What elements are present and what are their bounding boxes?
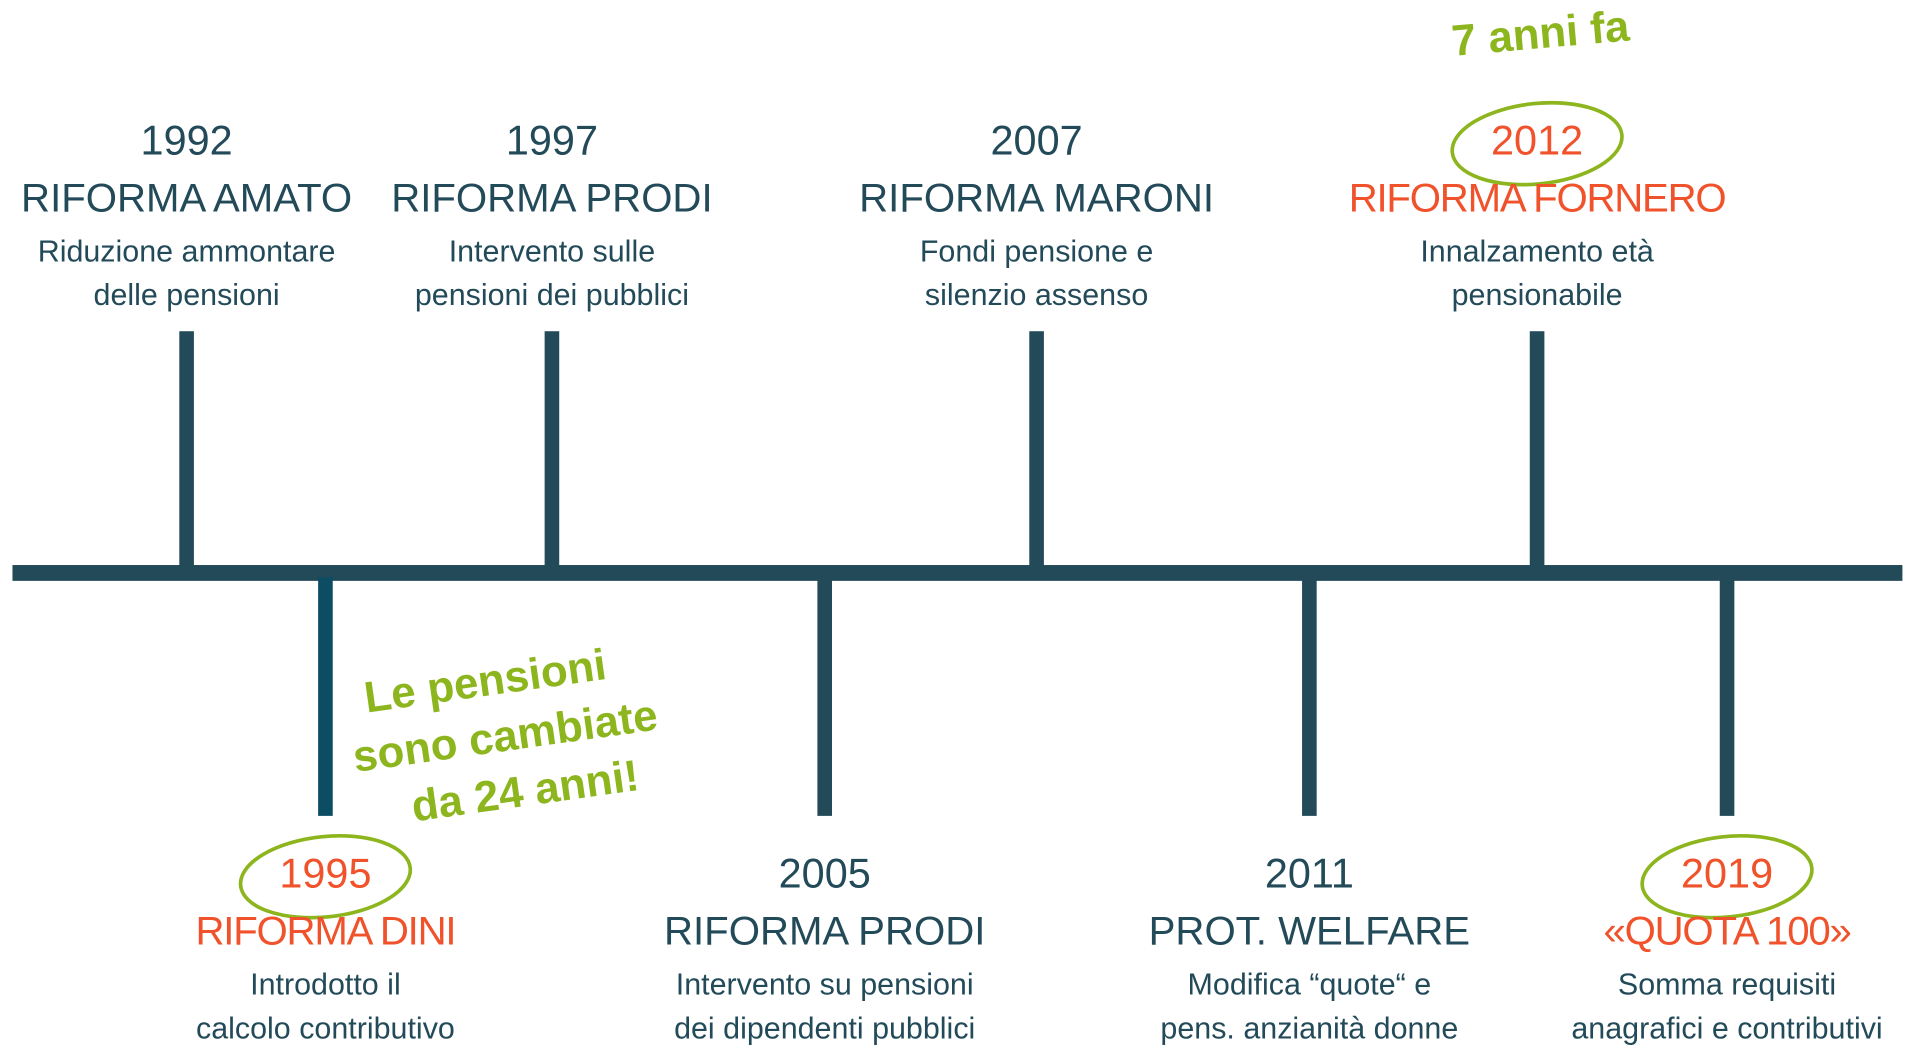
event-description: Riduzione ammontare [38, 234, 336, 268]
event-stem [318, 577, 333, 816]
highlight-circle [1640, 834, 1814, 920]
event-description: Innalzamento età [1420, 234, 1654, 268]
event-stem [1029, 331, 1044, 573]
event-description: Introdotto il [250, 967, 401, 1001]
event-year: 2012 [1491, 118, 1583, 164]
event-description: anagrafici e contributivi [1571, 1011, 1882, 1045]
event-year: 1995 [279, 851, 371, 897]
event-stem [179, 331, 194, 573]
event-title: RIFORMA MARONI [859, 176, 1214, 221]
event-title: RIFORMA FORNERO [1349, 176, 1726, 221]
event-year: 2011 [1265, 851, 1354, 897]
annotation-line: 7 anni fa [1450, 1, 1632, 65]
event-stem [1719, 577, 1735, 816]
event-description: calcolo contributivo [196, 1011, 455, 1045]
timeline-axis [12, 565, 1903, 581]
annotation: 7 anni fa [1450, 1, 1632, 65]
event-description: Fondi pensione e [920, 234, 1154, 268]
event-stem [544, 331, 560, 573]
event-description: Modifica “quote“ e [1188, 967, 1432, 1001]
event-description: pensioni dei pubblici [415, 278, 689, 312]
event-title: PROT. WELFARE [1149, 909, 1470, 954]
event-title: «QUOTA 100» [1603, 909, 1850, 954]
event-description: pens. anzianità donne [1160, 1011, 1458, 1045]
event-year: 1997 [506, 118, 598, 164]
event-year: 2005 [779, 851, 871, 897]
event-stem [817, 577, 833, 816]
event-description: Intervento sulle [449, 234, 655, 268]
event-year: 2019 [1681, 851, 1773, 897]
event-description: Intervento su pensioni [676, 967, 974, 1001]
event-year: 2007 [991, 118, 1083, 164]
event-description: pensionabile [1452, 278, 1623, 312]
event-description: silenzio assenso [925, 278, 1148, 312]
highlight-circle [1450, 100, 1624, 187]
event-title: RIFORMA PRODI [391, 176, 712, 221]
event-description: delle pensioni [94, 278, 280, 312]
event-description: Somma requisiti [1618, 967, 1836, 1001]
event-stem [1529, 331, 1545, 573]
event-year: 1992 [141, 118, 233, 164]
event-title: RIFORMA AMATO [21, 176, 352, 221]
event-description: dei dipendenti pubblici [674, 1011, 975, 1045]
highlight-circle [238, 834, 413, 920]
event-stem [1302, 577, 1317, 816]
event-title: RIFORMA PRODI [664, 909, 985, 954]
event-title: RIFORMA DINI [195, 909, 455, 954]
